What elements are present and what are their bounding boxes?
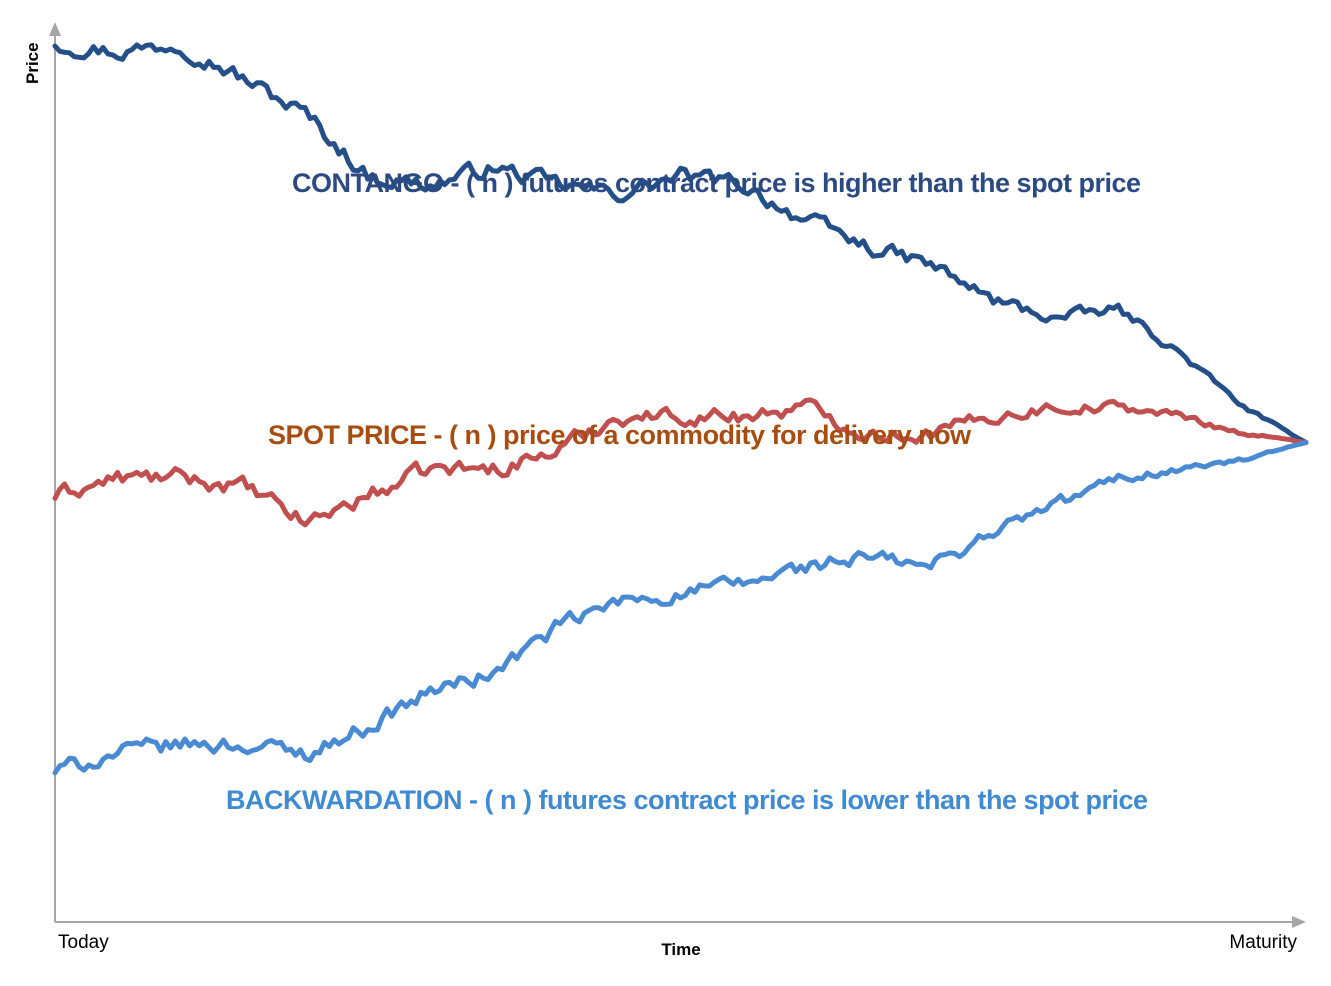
x-axis-title: Time [661, 940, 700, 959]
spot-price-annotation: SPOT PRICE - ( n ) price of a commodity … [268, 420, 972, 450]
backwardation-series-line [52, 440, 1309, 776]
contango-series-line [52, 42, 1309, 445]
series-layer [52, 42, 1309, 776]
contango-annotation: CONTANGO - ( n ) futures contract price … [292, 168, 1141, 198]
x-axis-arrow [1292, 916, 1306, 928]
y-axis-arrow [49, 22, 61, 36]
x-tick-label-maturity: Maturity [1229, 932, 1297, 953]
y-axis-title: Price [23, 42, 42, 84]
backwardation-annotation: BACKWARDATION - ( n ) futures contract p… [226, 785, 1148, 815]
spot-series-line [52, 397, 1309, 528]
x-tick-label-today: Today [58, 932, 109, 953]
